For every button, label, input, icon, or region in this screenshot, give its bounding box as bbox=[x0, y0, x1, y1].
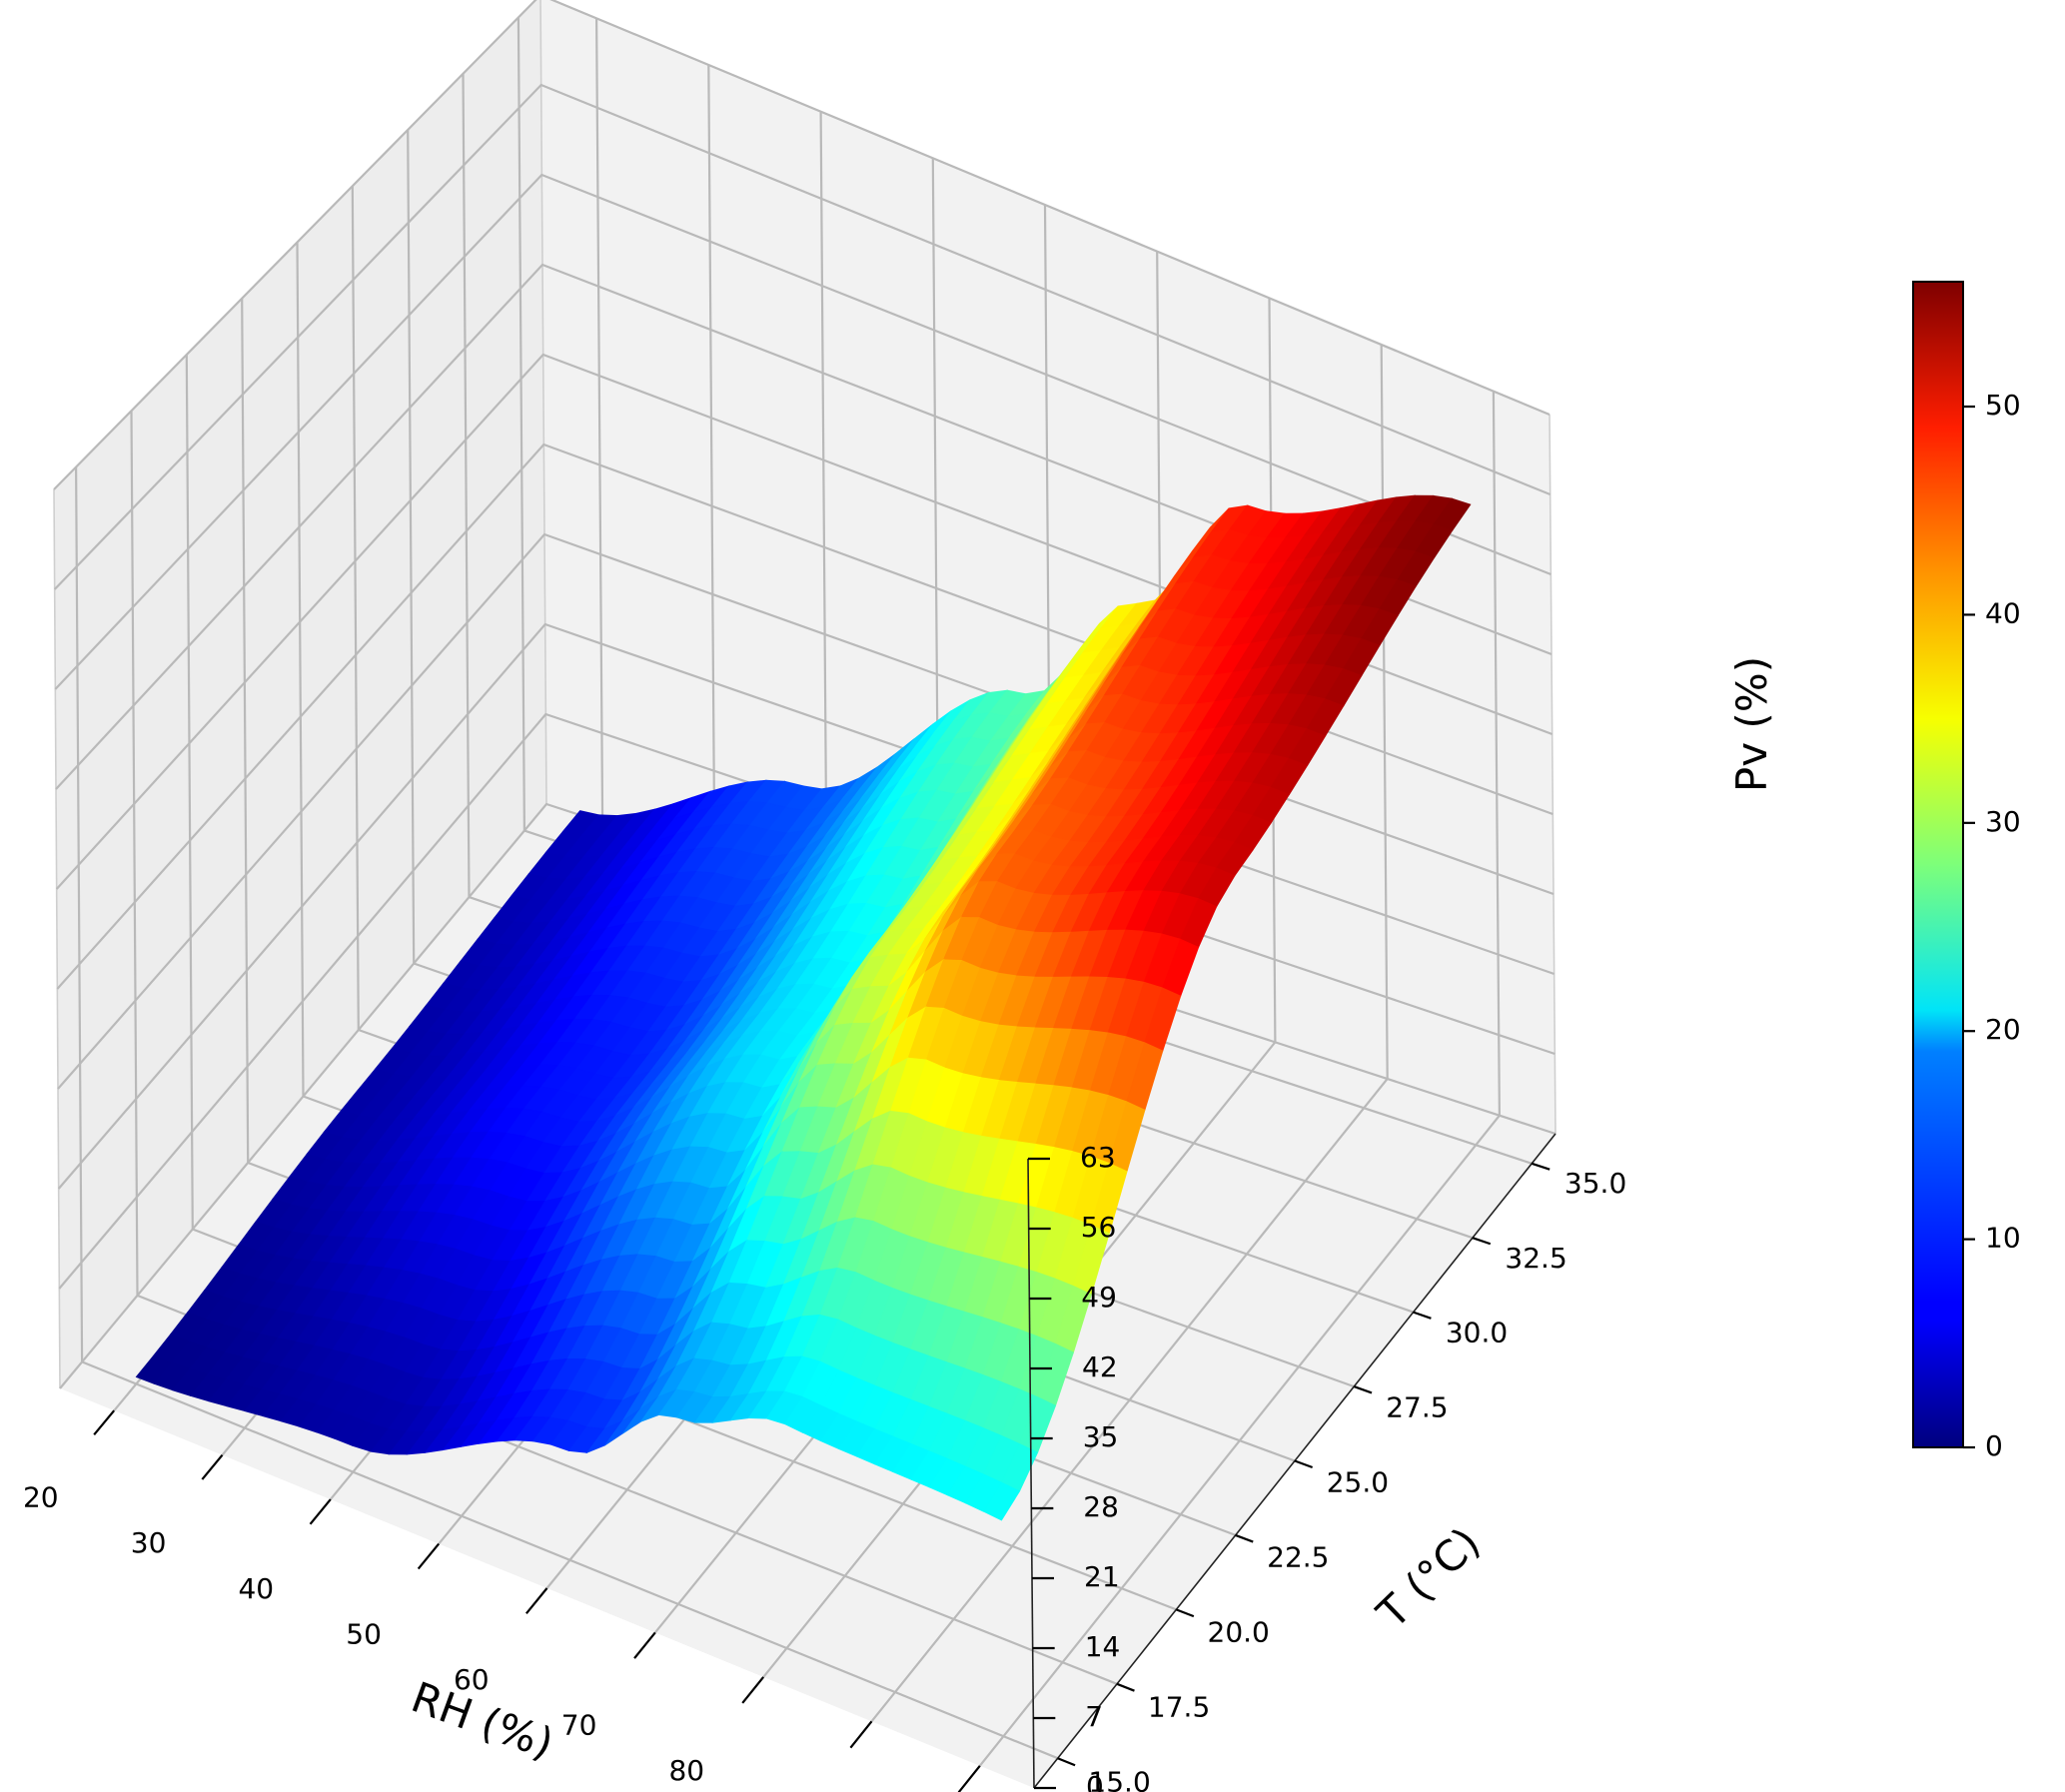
surface-patch bbox=[982, 1481, 1021, 1521]
x-tick-mark bbox=[957, 1765, 981, 1792]
z-tick-label: 42 bbox=[1082, 1350, 1118, 1383]
y-tick-label: 35.0 bbox=[1564, 1167, 1626, 1200]
colorbar-tick-label: 40 bbox=[1985, 596, 2021, 629]
z-tick-label: 7 bbox=[1085, 1700, 1103, 1733]
y-tick-label: 15.0 bbox=[1088, 1765, 1150, 1792]
y-tick-mark bbox=[1116, 1682, 1135, 1692]
z-tick-label: 63 bbox=[1080, 1141, 1116, 1174]
x-tick-mark bbox=[201, 1453, 224, 1480]
pane-edge bbox=[1549, 414, 1556, 1135]
y-tick-label: 27.5 bbox=[1386, 1391, 1448, 1424]
x-tick-label: 20 bbox=[23, 1481, 59, 1514]
z-tick-label: 0 bbox=[1086, 1770, 1104, 1792]
y-tick-label: 22.5 bbox=[1267, 1541, 1329, 1574]
x-tick-mark bbox=[525, 1587, 548, 1615]
x-tick-label: 40 bbox=[238, 1572, 274, 1605]
x-tick-label: 60 bbox=[454, 1663, 490, 1696]
x-tick-label: 70 bbox=[561, 1709, 597, 1742]
y-tick-label: 30.0 bbox=[1446, 1317, 1508, 1349]
x-tick-label: 80 bbox=[668, 1754, 704, 1787]
y-tick-mark bbox=[1472, 1237, 1492, 1246]
y-tick-mark bbox=[1057, 1757, 1076, 1767]
colorbar-tick-label: 10 bbox=[1985, 1222, 2021, 1255]
colorbar-tick-label: 20 bbox=[1985, 1013, 2021, 1046]
y-tick-mark bbox=[1175, 1608, 1195, 1618]
x-tick-mark bbox=[309, 1498, 332, 1525]
pane-edge bbox=[539, 0, 547, 805]
y-tick-label: 17.5 bbox=[1148, 1690, 1210, 1723]
z-gridline bbox=[53, 83, 1551, 590]
z-tick-label: 21 bbox=[1084, 1560, 1120, 1593]
colorbar-tick-label: 30 bbox=[1985, 805, 2021, 838]
x-tick-label: 50 bbox=[346, 1617, 382, 1650]
y-tick-mark bbox=[1413, 1311, 1432, 1320]
y-tick-label: 25.0 bbox=[1327, 1466, 1389, 1499]
colorbar: 0 10 20 30 40 50 bbox=[1912, 281, 2021, 1462]
axes-ticks: 203040506070809010015.017.520.022.525.02… bbox=[23, 1133, 1626, 1792]
z-axis-line bbox=[1027, 1158, 1035, 1789]
y-tick-label: 32.5 bbox=[1505, 1242, 1566, 1275]
colorbar-gradient bbox=[1912, 281, 1964, 1448]
y-tick-label: 20.0 bbox=[1208, 1616, 1270, 1649]
surface-plot bbox=[135, 494, 1472, 1521]
z-gridline bbox=[58, 712, 1555, 1290]
x-tick-mark bbox=[93, 1409, 116, 1436]
pane-edge bbox=[53, 488, 61, 1389]
z-tick-label: 28 bbox=[1083, 1490, 1119, 1523]
x-tick-mark bbox=[633, 1631, 656, 1659]
z-gridline bbox=[54, 173, 1551, 690]
z-tick-label: 14 bbox=[1085, 1630, 1121, 1663]
y-tick-mark bbox=[1531, 1162, 1550, 1171]
colorbar-tick-label: 50 bbox=[1985, 389, 2021, 422]
z-gridline bbox=[59, 802, 1556, 1389]
y-tick-mark bbox=[1353, 1385, 1373, 1394]
z-tick-label: 35 bbox=[1083, 1420, 1119, 1453]
x-tick-mark bbox=[741, 1676, 765, 1704]
y-axis-label: T (°C) bbox=[1367, 1518, 1490, 1639]
x-tick-label: 30 bbox=[131, 1526, 167, 1559]
y-tick-mark bbox=[1235, 1533, 1254, 1543]
colorbar-tick-label: 0 bbox=[1985, 1429, 2003, 1462]
y-tick-mark bbox=[1294, 1459, 1314, 1469]
x-tick-mark bbox=[849, 1720, 873, 1749]
z-tick-label: 56 bbox=[1081, 1211, 1117, 1244]
z-tick-label: 49 bbox=[1081, 1281, 1117, 1314]
z-gridline bbox=[53, 0, 1550, 490]
z-axis-label: Pv (%) bbox=[1727, 656, 1776, 792]
x-tick-mark bbox=[417, 1542, 441, 1570]
